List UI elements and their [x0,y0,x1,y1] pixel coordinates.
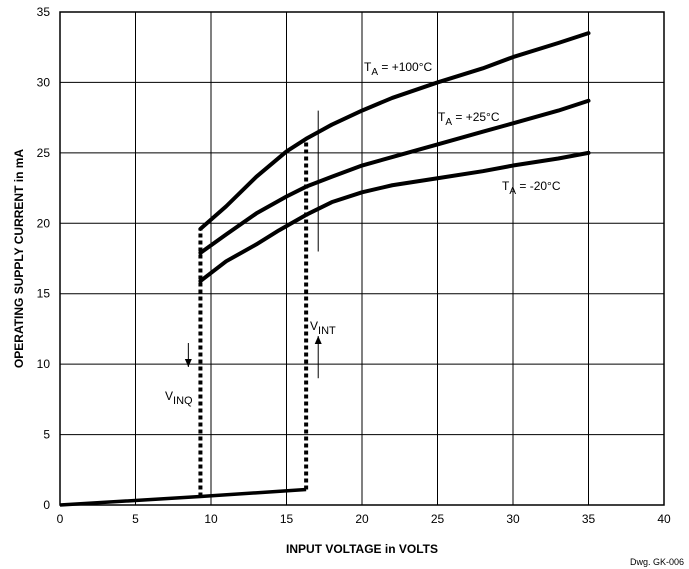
x-tick-label: 35 [582,512,596,526]
hysteresis-label: VINQ [165,389,193,407]
series-lines [59,31,591,507]
y-tick-label: 10 [37,357,51,371]
series-label: TA = +100°C [364,60,433,78]
series-label: TA = -20°C [502,179,561,197]
grid [59,11,665,506]
arrow-head-icon [314,335,322,344]
hysteresis-lines [198,138,309,497]
arrow-head-icon [184,358,192,367]
x-tick-label: 20 [355,512,369,526]
drawing-credit: Dwg. GK-006 [630,557,684,567]
x-axis-label: INPUT VOLTAGE in VOLTS [286,542,438,556]
y-tick-label: 30 [37,75,51,89]
annotations: TA = +100°C TA = +25°C TA = -20°C VINQ VINT [165,60,561,407]
series-label: TA = +25°C [438,110,500,128]
series-line [198,31,591,231]
series-line [198,150,591,284]
tick-labels: 0 5 10 15 20 25 30 35 40 0 5 10 15 20 25 30 35 [37,5,671,526]
baseline-line [59,487,307,507]
x-tick-label: 0 [57,512,64,526]
y-axis-label: OPERATING SUPPLY CURRENT in mA [12,149,26,368]
y-tick-label: 20 [37,216,51,230]
axis-titles: INPUT VOLTAGE in VOLTS OPERATING SUPPLY … [12,149,438,556]
x-tick-label: 25 [431,512,445,526]
x-tick-label: 15 [280,512,294,526]
y-tick-label: 15 [37,287,51,301]
x-tick-label: 40 [657,512,671,526]
y-tick-label: 35 [37,5,51,19]
series-line [198,98,591,255]
plot-frame [59,11,665,506]
x-tick-label: 5 [132,512,139,526]
y-tick-label: 5 [43,428,50,442]
x-tick-label: 10 [204,512,218,526]
x-tick-label: 30 [506,512,520,526]
hysteresis-label: VINT [310,319,336,337]
y-tick-label: 25 [37,146,51,160]
y-tick-label: 0 [43,498,50,512]
